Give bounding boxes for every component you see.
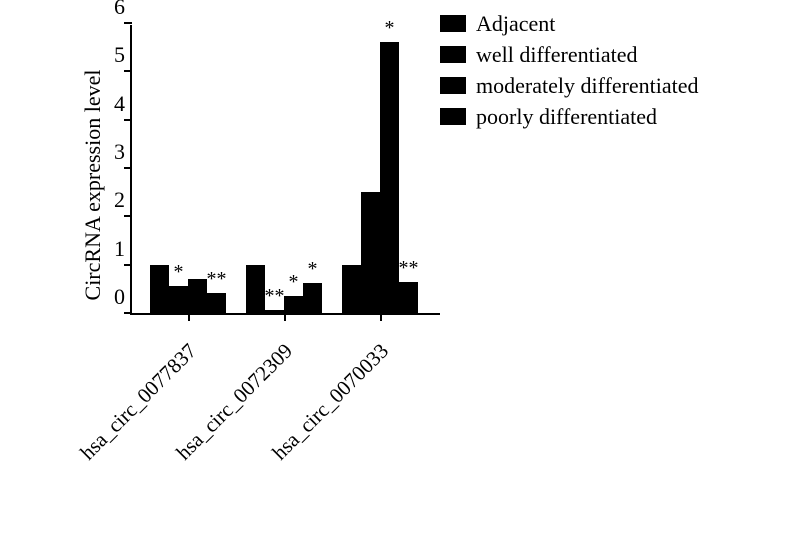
significance-marker: * [174,261,184,284]
bar [399,282,418,313]
significance-marker: ** [265,285,285,308]
x-tick [188,313,190,321]
y-tick [124,215,132,217]
y-tick [124,22,132,24]
significance-marker: * [385,17,395,40]
y-tick-label: 2 [114,187,125,213]
legend-label: Adjacent [476,11,555,37]
legend-swatch [440,108,466,125]
legend-swatch [440,15,466,32]
legend-item: well differentiated [440,39,699,70]
bar [265,310,284,313]
legend-label: moderately differentiated [476,73,699,99]
y-tick-label: 6 [114,0,125,20]
y-tick [124,167,132,169]
bar [284,296,303,313]
bar [207,293,226,313]
bar [380,42,399,313]
y-tick [124,119,132,121]
legend-label: poorly differentiated [476,104,657,130]
plot-area: 0123456***hsa_circ_0077837****hsa_circ_0… [130,25,440,315]
bar [246,265,265,313]
legend-item: poorly differentiated [440,101,699,132]
y-axis-label: CircRNA expression level [80,70,106,301]
legend-swatch [440,77,466,94]
bar [361,192,380,313]
y-tick-label: 3 [114,139,125,165]
x-tick [380,313,382,321]
bar [188,279,207,313]
legend: Adjacent well differentiated moderately di… [440,8,699,132]
y-tick-label: 4 [114,91,125,117]
legend-item: Adjacent [440,8,699,39]
significance-marker: ** [399,257,419,280]
y-tick [124,264,132,266]
y-tick-label: 5 [114,42,125,68]
bar [150,265,169,313]
barchart-circRNA-expression: CircRNA expression level 0123456***hsa_c… [80,15,440,385]
y-tick [124,312,132,314]
significance-marker: * [289,271,299,294]
bar [303,283,322,313]
y-tick [124,70,132,72]
legend-label: well differentiated [476,42,637,68]
bar [342,265,361,313]
y-tick-label: 0 [114,284,125,310]
significance-marker: ** [207,268,227,291]
legend-item: moderately differentiated [440,70,699,101]
bar [169,286,188,313]
legend-swatch [440,46,466,63]
y-tick-label: 1 [114,236,125,262]
x-tick [284,313,286,321]
significance-marker: * [308,258,318,281]
